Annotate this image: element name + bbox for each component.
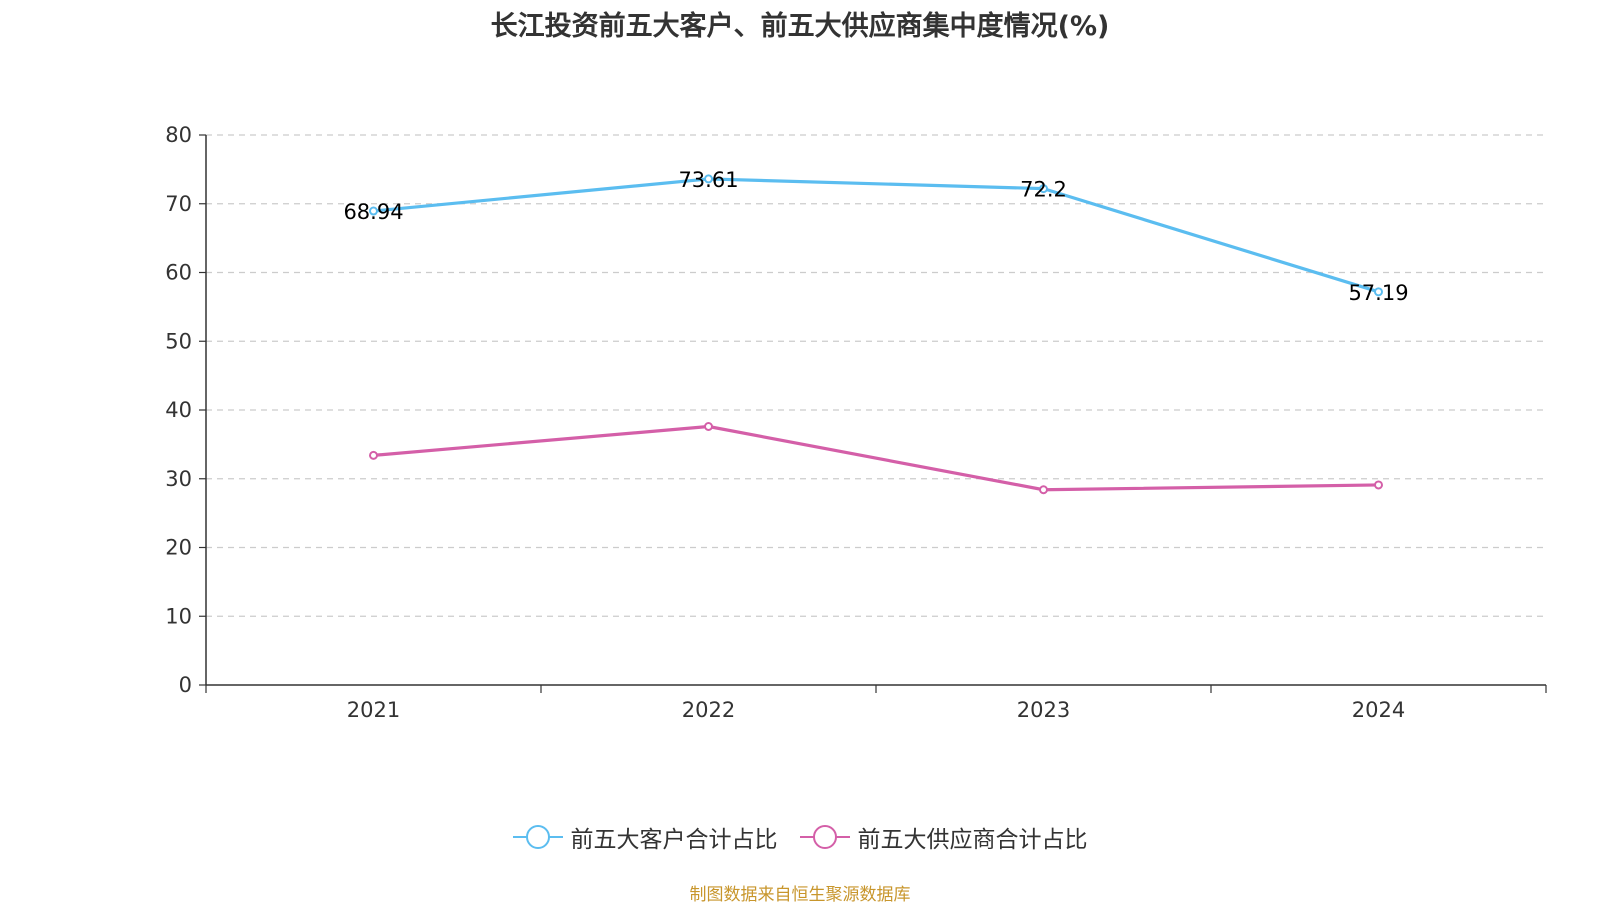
data-label: 68.94 [343,200,403,224]
legend-marker-supplier-icon [799,825,850,849]
legend: 前五大客户合计占比 前五大供应商合计占比 [0,820,1600,854]
y-tick-label: 70 [165,192,192,216]
data-point [1039,184,1048,194]
x-tick-label: 2021 [347,698,400,722]
data-label: 57.19 [1348,281,1408,305]
y-tick-label: 60 [165,261,192,285]
y-tick-label: 10 [165,604,192,628]
chart-title: 长江投资前五大客户、前五大供应商集中度情况(%) [490,11,1110,42]
data-point [1374,287,1383,297]
data-label: 72.2 [1020,178,1067,202]
x-tick-label: 2023 [1017,698,1070,722]
y-tick-label: 30 [165,467,192,491]
x-tick-label: 2024 [1352,698,1405,722]
line-chart: 0 10 20 30 40 50 60 70 80 2021 2022 2023 2024 68.94 73… [165,123,1547,722]
data-point [704,174,713,184]
series-line-0 [373,177,1379,294]
series-line-1 [373,424,1379,492]
y-tick-label: 40 [165,398,192,422]
data-point [1374,480,1383,490]
y-tick-label: 50 [165,329,192,353]
legend-label-customer: 前五大客户合计占比 [570,827,778,853]
y-tick-label: 20 [165,536,192,560]
legend-label-supplier: 前五大供应商合计占比 [857,827,1088,853]
legend-item-customer[interactable]: 前五大客户合计占比 [512,820,778,854]
source-note: 制图数据来自恒生聚源数据库 [689,885,911,905]
data-point [704,422,713,431]
data-point [369,206,378,216]
data-label: 73.61 [678,168,738,192]
x-tick-label: 2022 [682,698,735,722]
legend-item-supplier[interactable]: 前五大供应商合计占比 [799,820,1088,854]
legend-marker-customer-icon [512,825,563,849]
data-point [369,450,378,460]
data-point [1039,485,1048,495]
y-tick-label: 80 [165,123,192,147]
y-tick-label: 0 [179,673,192,697]
